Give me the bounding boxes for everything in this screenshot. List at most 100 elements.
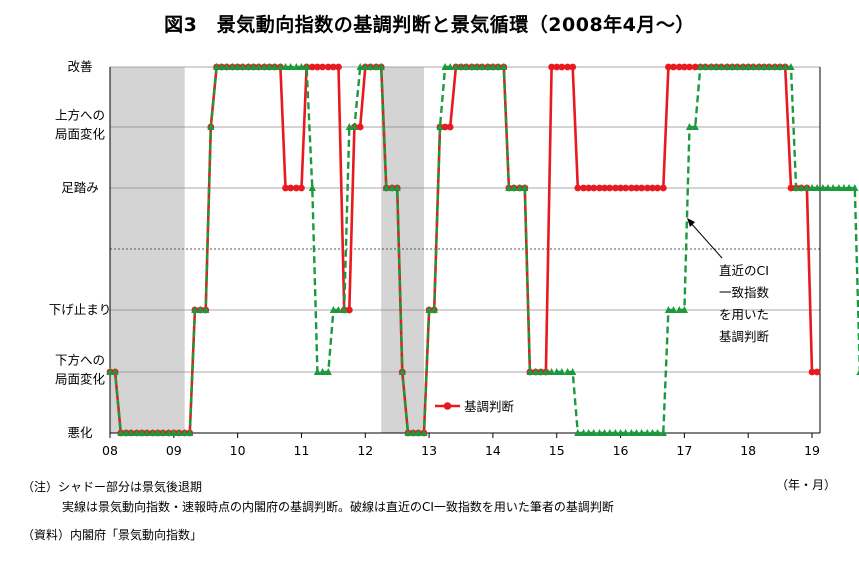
point-solid	[659, 184, 667, 192]
point-dashed	[228, 63, 237, 70]
point-dashed	[510, 184, 518, 191]
point-dashed	[218, 63, 226, 70]
y-tick-label: 局面変化	[55, 127, 106, 142]
point-dashed	[632, 429, 641, 436]
recession-shade-0	[110, 67, 185, 433]
point-dashed	[138, 429, 146, 436]
point-dashed	[111, 368, 119, 375]
point-dashed	[377, 63, 385, 70]
x-tick-label: 18	[740, 443, 756, 458]
point-solid	[441, 123, 449, 131]
point-dashed	[808, 184, 816, 191]
point-dashed	[669, 306, 678, 313]
annotation-text: 基調判断	[719, 329, 769, 344]
point-dashed	[468, 63, 476, 70]
x-tick-label: 13	[421, 443, 437, 458]
point-dashed	[127, 429, 135, 436]
point-solid	[345, 306, 353, 314]
point-solid	[633, 184, 640, 192]
x-tick-label: 10	[230, 443, 246, 458]
x-tick-label: 16	[613, 443, 629, 458]
point-dashed	[473, 63, 481, 70]
point-dashed	[441, 63, 449, 70]
point-dashed	[143, 429, 151, 436]
point-dashed	[856, 369, 859, 375]
point-dashed	[181, 429, 189, 436]
point-dashed	[409, 429, 417, 436]
y-tick-label: 足踏み	[61, 180, 99, 195]
point-dashed	[776, 63, 784, 70]
point-dashed	[616, 429, 625, 436]
point-solid	[553, 63, 561, 71]
point-dashed	[484, 63, 492, 70]
point-dashed	[212, 63, 221, 70]
x-tick-label: 17	[676, 443, 692, 458]
point-dashed	[345, 123, 353, 130]
point-dashed	[340, 306, 348, 313]
point-solid	[287, 184, 295, 192]
point-dashed	[430, 306, 438, 313]
point-dashed	[122, 429, 130, 436]
x-tick-label: 12	[357, 443, 373, 458]
point-dashed	[154, 429, 162, 436]
x-axis-unit: （年・月）	[776, 478, 837, 492]
point-dashed	[505, 184, 513, 191]
point-solid	[580, 184, 587, 192]
point-dashed	[824, 184, 832, 191]
point-dashed	[170, 429, 178, 436]
series-line-solid	[110, 65, 818, 435]
point-dashed	[574, 429, 582, 436]
point-dashed	[755, 63, 763, 70]
point-solid	[622, 184, 630, 192]
point-dashed	[457, 63, 465, 70]
point-dashed	[244, 63, 253, 70]
point-dashed	[324, 368, 332, 375]
point-solid	[282, 184, 289, 192]
point-dashed	[414, 429, 422, 436]
point-solid	[691, 63, 699, 71]
point-dashed	[186, 429, 194, 436]
note-lines: 実線は景気動向指数・速報時点の内閣府の基調判断。破線は直近のCI一致指数を用いた…	[62, 500, 614, 514]
point-dashed	[606, 429, 614, 436]
point-dashed	[553, 368, 561, 375]
point-dashed	[611, 429, 620, 436]
point-dashed	[334, 306, 343, 313]
point-dashed	[165, 429, 173, 436]
point-dashed	[569, 368, 577, 375]
y-tick-label: 下方への	[55, 353, 105, 368]
point-dashed	[537, 368, 545, 375]
point-dashed	[313, 368, 322, 375]
point-solid	[686, 63, 693, 71]
point-dashed	[159, 429, 167, 436]
point-solid	[569, 63, 577, 71]
x-tick-label: 15	[549, 443, 565, 458]
point-solid	[808, 368, 816, 376]
x-tick-label: 19	[804, 443, 820, 458]
point-dashed	[308, 184, 316, 191]
point-dashed	[452, 63, 460, 70]
point-dashed	[579, 429, 588, 436]
point-dashed	[840, 184, 848, 191]
point-solid	[617, 184, 624, 192]
point-dashed	[813, 184, 821, 191]
annotation-text: 一致指数	[719, 285, 770, 300]
point-dashed	[771, 63, 779, 70]
point-dashed	[797, 184, 805, 191]
point-dashed	[329, 306, 337, 313]
point-dashed	[675, 306, 683, 313]
y-tick-label: 上方への	[55, 108, 105, 123]
point-dashed	[239, 63, 247, 70]
y-tick-label: 下げ止まり	[49, 302, 112, 317]
point-dashed	[191, 306, 199, 313]
point-dashed	[749, 63, 757, 70]
point-dashed	[526, 368, 534, 375]
point-solid	[298, 184, 305, 192]
point-solid	[314, 63, 321, 71]
point-dashed	[723, 63, 731, 70]
point-dashed	[717, 63, 725, 70]
point-dashed	[271, 63, 279, 70]
point-solid	[665, 63, 672, 71]
point-dashed	[175, 429, 183, 436]
point-dashed	[664, 306, 673, 313]
